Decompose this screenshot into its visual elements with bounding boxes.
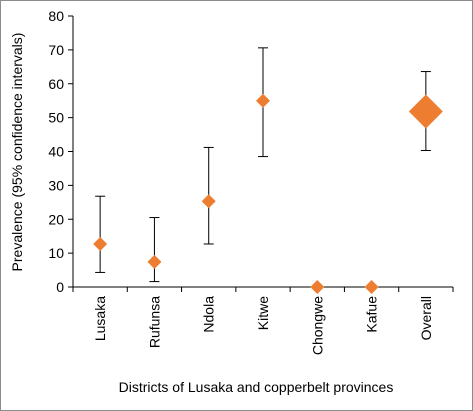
data-point-kitwe [256, 93, 270, 108]
y-tick-label: 40 [48, 144, 64, 160]
x-tick-label: Lusaka [92, 296, 108, 341]
x-tick-label: Chongwe [309, 296, 325, 355]
data-point-kafue [364, 280, 379, 294]
x-tick-label: Kafue [364, 296, 380, 333]
data-point-rufunsa [147, 254, 162, 269]
x-tick-label: Ndola [201, 296, 217, 333]
x-tick-label: Overall [418, 296, 434, 340]
data-point-chongwe [310, 280, 325, 294]
x-tick-label: Rufunsa [146, 296, 162, 348]
data-point-lusaka [93, 236, 108, 251]
y-axis-title: Prevalence (95% confidence intervals) [9, 33, 25, 272]
y-tick-label: 60 [48, 76, 64, 92]
y-tick-label: 0 [56, 279, 64, 295]
data-point-overall [408, 94, 443, 129]
x-tick-label: Kitwe [255, 296, 271, 330]
y-tick-label: 50 [48, 110, 64, 126]
data-point-ndola [201, 194, 216, 209]
y-tick-label: 10 [48, 245, 64, 261]
y-tick-label: 20 [48, 211, 64, 227]
y-tick-label: 30 [48, 177, 64, 193]
y-tick-label: 70 [48, 42, 64, 58]
x-axis-title: Districts of Lusaka and copperbelt provi… [119, 379, 394, 395]
y-tick-label: 80 [48, 8, 64, 24]
